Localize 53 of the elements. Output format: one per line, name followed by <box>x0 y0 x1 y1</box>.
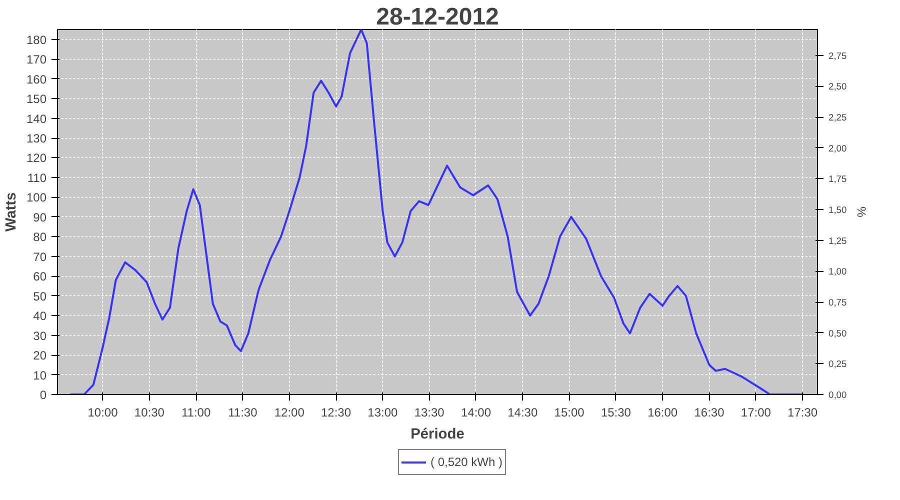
y2-tick-label: 0,00 <box>828 390 847 400</box>
y2-tick-label: 1,25 <box>828 236 847 246</box>
y2-tick-label: 0,25 <box>828 359 847 370</box>
y-tick-label: 150 <box>26 92 47 106</box>
y2-tick-label: 1,75 <box>828 174 847 184</box>
y-axis-title: Watts <box>3 192 20 232</box>
y-tick-label: 140 <box>26 112 47 126</box>
y-tick-label: 90 <box>33 210 47 224</box>
y-tick-label: 40 <box>33 309 47 324</box>
y-tick-label: 100 <box>26 190 47 205</box>
x-tick-label: 14:00 <box>460 406 492 420</box>
y2-tick-label: 2,25 <box>828 112 847 123</box>
chart-title: 28-12-2012 <box>376 4 499 30</box>
y-tick-label: 60 <box>33 270 47 284</box>
y2-tick-label: 2,75 <box>828 50 847 61</box>
x-tick-label: 12:00 <box>274 406 305 420</box>
y-tick-label: 110 <box>27 170 47 185</box>
y-tick-label: 120 <box>26 151 47 166</box>
y-tick-label: 30 <box>33 328 47 343</box>
y-tick-label: 180 <box>26 32 47 47</box>
x-tick-label: 13:00 <box>368 406 398 420</box>
x-tick-label: 13:30 <box>414 406 445 420</box>
x-tick-label: 15:30 <box>600 406 632 420</box>
y-tick-label: 170 <box>26 52 47 67</box>
y2-tick-label: 0,75 <box>828 298 847 308</box>
x-tick-label: 17:00 <box>740 406 772 420</box>
y2-tick-label: 2,50 <box>828 82 847 92</box>
x-tick-label: 17:30 <box>788 406 818 420</box>
y2-tick-label: 2,00 <box>828 143 847 154</box>
x-tick-label: 12:30 <box>321 406 352 420</box>
x-tick-label: 10:30 <box>134 406 165 420</box>
x-tick-label: 10:00 <box>88 406 118 420</box>
y2-axis-title: % <box>854 206 869 218</box>
y-tick-label: 10 <box>33 368 47 382</box>
y-tick-label: 80 <box>33 230 47 244</box>
x-tick-label: 14:30 <box>508 406 538 420</box>
x-tick-label: 16:00 <box>648 406 678 420</box>
y-tick-label: 130 <box>26 132 47 146</box>
y-tick-label: 70 <box>33 250 47 264</box>
line-series <box>69 30 805 394</box>
legend-label: ( 0,520 kWh ) <box>430 455 503 469</box>
y2-tick-label: 1,50 <box>828 205 847 216</box>
x-tick-label: 15:00 <box>554 406 585 420</box>
y-tick-label: 20 <box>33 348 47 363</box>
y2-tick-label: 1,00 <box>828 266 847 277</box>
y-tick-label: 50 <box>33 289 47 304</box>
x-axis-title: Période <box>410 426 464 442</box>
x-tick-label: 11:00 <box>181 406 211 420</box>
x-tick-label: 11:30 <box>228 406 258 420</box>
y-tick-label: 160 <box>26 72 47 86</box>
y2-tick-label: 0,50 <box>828 328 847 338</box>
x-tick-label: 16:30 <box>694 406 725 420</box>
y-tick-label: 0 <box>40 388 47 402</box>
